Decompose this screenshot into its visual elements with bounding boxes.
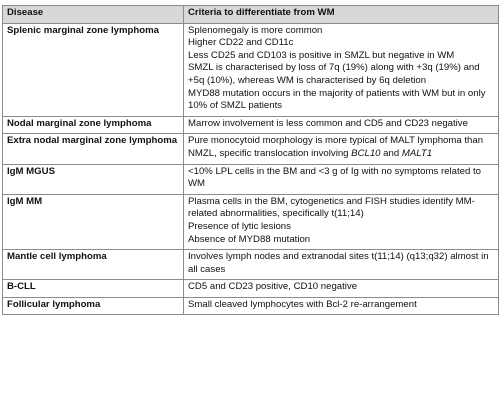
criteria-table: Disease Criteria to differentiate from W… — [2, 5, 499, 316]
text-segment: MALT1 — [401, 147, 433, 159]
table-row: B-CLL CD5 and CD23 positive, CD10 negativ… — [2, 279, 499, 298]
disease-cell: Nodal marginal zone lymphoma — [2, 115, 184, 135]
criteria-cell: Marrow involvement is less common and CD… — [183, 115, 499, 135]
disease-cell: Follicular lymphoma — [2, 296, 184, 316]
header-cell: Criteria to differentiate from WM — [183, 5, 499, 24]
criterion: Higher CD22 and CD11c — [188, 37, 294, 49]
criteria-cell: Plasma cells in the BM, cytogenetics and… — [183, 193, 499, 251]
table-body: Splenic marginal zone lymphoma Splenomega… — [2, 22, 499, 316]
criterion: Less CD25 and CD103 is positive in SMZL … — [188, 49, 455, 61]
criteria-cell: Pure monocytoid morphology is more typic… — [183, 133, 499, 165]
criterion: SMZL is characterised by loss of 7q (19%… — [188, 62, 480, 86]
text-segment: Pure monocytoid morphology is more typic… — [188, 135, 484, 159]
criteria-cell: Small cleaved lymphocytes with Bcl-2 re-… — [183, 296, 499, 316]
text-segment: and — [380, 147, 402, 159]
criterion: Splenomegaly is more common — [188, 24, 323, 36]
criterion: Plasma cells in the BM, cytogenetics and… — [188, 195, 475, 220]
table-row: Extra nodal marginal zone lymphoma Pure m… — [2, 133, 499, 165]
criterion: Presence of lytic lesions — [188, 220, 291, 232]
criteria-cell: Involves lymph nodes and extranodal site… — [183, 249, 499, 281]
disease-cell: Extra nodal marginal zone lymphoma — [2, 133, 184, 165]
criteria-cell: Splenomegaly is more common Higher CD22 a… — [183, 22, 499, 117]
table-row: Mantle cell lymphoma Involves lymph nodes… — [2, 249, 499, 281]
criteria-cell: CD5 and CD23 positive, CD10 negative — [183, 279, 499, 298]
table-row: IgM MGUS <10% LPL cells in the BM and <3 … — [2, 163, 499, 195]
table-row: IgM MM Plasma cells in the BM, cytogeneti… — [2, 193, 499, 251]
table-row: Nodal marginal zone lymphoma Marrow invol… — [2, 115, 499, 135]
disease-cell: B-CLL — [2, 279, 184, 298]
text-segment: BCL10 — [351, 147, 381, 159]
table-row: Follicular lymphoma Small cleaved lymphoc… — [2, 296, 499, 316]
criterion: CD5 and CD23 positive, CD10 negative — [188, 281, 358, 293]
criterion: Marrow involvement is less common and CD… — [188, 117, 468, 129]
header-cell: Disease — [2, 5, 184, 24]
criterion: Involves lymph nodes and extranodal site… — [188, 251, 489, 275]
criterion: <10% LPL cells in the BM and <3 g of Ig … — [188, 165, 481, 190]
disease-cell: Mantle cell lymphoma — [2, 249, 184, 281]
criterion: Pure monocytoid morphology is more typic… — [188, 135, 494, 160]
disease-cell: IgM MGUS — [2, 163, 184, 195]
disease-cell: Splenic marginal zone lymphoma — [2, 22, 184, 117]
criterion: Absence of MYD88 mutation — [188, 233, 311, 245]
header-row: Disease Criteria to differentiate from W… — [2, 5, 499, 24]
table-row: Splenic marginal zone lymphoma Splenomega… — [2, 22, 499, 117]
criteria-cell: <10% LPL cells in the BM and <3 g of Ig … — [183, 163, 499, 195]
criterion: Small cleaved lymphocytes with Bcl-2 re-… — [188, 298, 417, 310]
disease-cell: IgM MM — [2, 193, 184, 251]
criterion: MYD88 mutation occurs in the majority of… — [188, 87, 486, 112]
